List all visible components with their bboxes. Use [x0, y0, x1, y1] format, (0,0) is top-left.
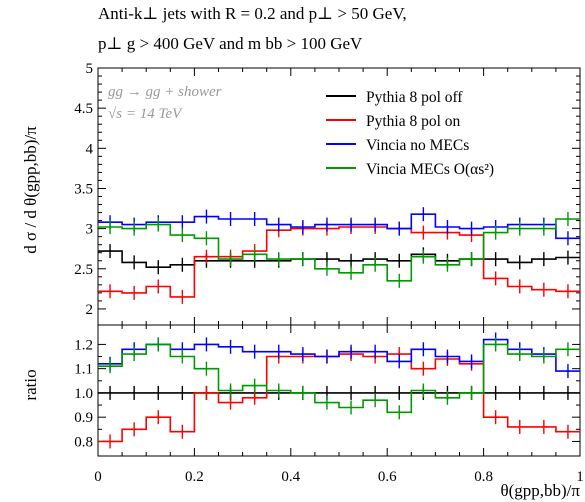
x-tick-label: 0.2 — [185, 469, 204, 485]
ratio-series-vincia-no-mecs — [98, 338, 580, 372]
main-series-vincia-mecs-o-s — [98, 218, 580, 282]
main-series-vincia-no-mecs — [98, 213, 580, 240]
annotation-text: √s = 14 TeV — [108, 106, 183, 122]
main-y-tick-label: 3 — [86, 222, 94, 238]
ratio-y-tick-label: 1.1 — [74, 362, 93, 378]
annotations: gg → gg + shower √s = 14 TeV — [108, 84, 222, 122]
main-panel: 2 2.5 3 3.5 4 4.5 5 — [74, 61, 581, 326]
x-tick-label: 0.4 — [281, 469, 300, 485]
legend-label: Pythia 8 pol off — [366, 89, 463, 106]
ratio-y-tick-label: 0.9 — [74, 410, 93, 426]
ratio-series-pythia-8-pol-on — [98, 353, 580, 443]
legend: Pythia 8 pol off Pythia 8 pol on Vincia no… — [326, 89, 494, 178]
legend-label: Vincia no MECs — [366, 137, 469, 154]
legend-label: Vincia MECs O(αs²) — [366, 161, 494, 178]
main-series-pythia-8-pol-on — [98, 226, 580, 298]
main-y-tick-label: 3.5 — [74, 181, 93, 197]
main-series-pythia-8-pol-off — [98, 250, 580, 268]
ratio-y-axis-label: ratio — [21, 369, 40, 400]
chart-title-line-1: Anti-k⊥ jets with R = 0.2 and p⊥ > 50 Ge… — [98, 4, 407, 23]
x-tick-label: 0 — [94, 469, 102, 485]
ratio-y-tick-label: 1.2 — [74, 337, 93, 353]
main-y-tick-label: 4.5 — [74, 101, 93, 117]
x-tick-label: 0.8 — [474, 469, 493, 485]
x-tick-label: 1 — [576, 469, 584, 485]
legend-label: Pythia 8 pol on — [366, 113, 461, 130]
ratio-panel: 0.8 0.9 1.0 1.1 1.2 0 0.2 0.4 0.6 0.8 1 — [74, 324, 584, 485]
ratio-y-tick-label: 0.8 — [74, 434, 93, 450]
main-y-tick-label: 2 — [86, 302, 94, 318]
ratio-y-tick-label: 1.0 — [74, 386, 93, 402]
main-y-tick-label: 4 — [86, 141, 94, 157]
main-y-axis-label: d σ / d θ(gpp,bb)/π — [21, 126, 40, 254]
main-y-tick-label: 5 — [86, 61, 94, 77]
chart-title-line-2: p⊥ g > 400 GeV and m bb > 100 GeV — [98, 34, 363, 53]
x-tick-label: 0.6 — [378, 469, 397, 485]
x-axis-label: θ(gpp,bb)/π — [500, 481, 580, 500]
annotation-text: gg → gg + shower — [108, 84, 222, 100]
main-y-tick-label: 2.5 — [74, 262, 93, 278]
